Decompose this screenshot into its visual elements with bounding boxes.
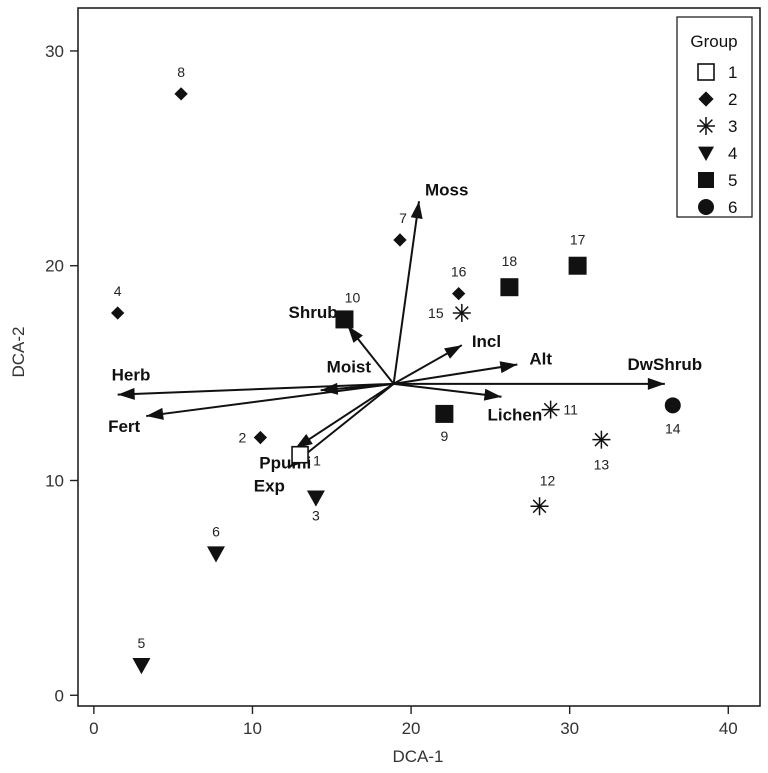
vector-label-exp: Exp xyxy=(254,477,285,496)
point-label-1: 1 xyxy=(313,453,321,469)
point-label-18: 18 xyxy=(502,253,518,269)
point-3 xyxy=(306,490,325,507)
point-label-3: 3 xyxy=(312,508,320,524)
legend-title: Group xyxy=(690,32,737,51)
legend-marker-2 xyxy=(698,91,714,107)
point-label-5: 5 xyxy=(138,635,146,651)
y-axis-title: DCA-2 xyxy=(9,326,28,377)
vector-label-moss: Moss xyxy=(425,180,468,199)
point-5 xyxy=(132,657,151,675)
vector-label-herb: Herb xyxy=(112,366,151,385)
x-tick-label-10: 10 xyxy=(243,719,262,738)
point-18 xyxy=(500,278,519,297)
vector-ppumi xyxy=(294,383,395,450)
vector-label-dwshrub: DwShrub xyxy=(628,355,703,374)
point-16 xyxy=(452,286,466,301)
vector-label-alt: Alt xyxy=(529,350,552,369)
vector-arrowhead-alt xyxy=(499,361,518,374)
x-tick-label-0: 0 xyxy=(89,719,98,738)
point-label-4: 4 xyxy=(114,283,122,299)
point-label-15: 15 xyxy=(428,305,444,321)
legend-label-3: 3 xyxy=(728,117,737,136)
vector-arrowhead-incl xyxy=(444,345,462,359)
legend-label-1: 1 xyxy=(728,63,737,82)
point-17 xyxy=(568,256,587,275)
legend-marker-6 xyxy=(698,199,714,215)
y-tick-label-0: 0 xyxy=(55,686,64,705)
x-tick-label-20: 20 xyxy=(402,719,421,738)
legend-label-6: 6 xyxy=(728,198,737,217)
vector-arrowhead-herb xyxy=(117,387,135,400)
x-tick-label-40: 40 xyxy=(719,719,738,738)
point-12 xyxy=(530,497,549,516)
vector-fert xyxy=(146,382,394,418)
vector-herb xyxy=(117,382,394,396)
point-8 xyxy=(174,87,188,101)
vector-lichen xyxy=(393,382,502,398)
point-13 xyxy=(592,430,611,449)
vector-label-shrub: Shrub xyxy=(289,303,338,322)
vector-arrowhead-dwshrub xyxy=(647,377,665,390)
point-label-6: 6 xyxy=(212,524,220,540)
legend-marker-3 xyxy=(697,117,715,135)
point-7 xyxy=(393,233,407,247)
point-label-10: 10 xyxy=(345,289,361,305)
point-11 xyxy=(541,400,560,419)
vector-label-incl: Incl xyxy=(472,332,501,351)
vector-moss xyxy=(392,201,420,384)
point-15 xyxy=(452,303,471,322)
legend-box xyxy=(676,16,753,218)
point-label-16: 16 xyxy=(451,264,467,280)
y-tick-label-10: 10 xyxy=(45,471,64,490)
vector-arrowhead-lichen xyxy=(483,388,502,401)
point-label-2: 2 xyxy=(238,430,246,446)
point-label-13: 13 xyxy=(594,457,610,473)
plot-area xyxy=(77,7,761,707)
vector-label-moist: Moist xyxy=(327,357,372,376)
legend-marker-1 xyxy=(697,63,715,81)
vector-label-lichen: Lichen xyxy=(487,406,542,425)
point-label-12: 12 xyxy=(540,472,556,488)
legend-label-2: 2 xyxy=(728,90,737,109)
vector-arrowhead-fert xyxy=(146,407,164,420)
point-label-8: 8 xyxy=(177,64,185,80)
legend-label-4: 4 xyxy=(728,144,737,163)
legend-marker-5 xyxy=(698,172,714,188)
vector-alt xyxy=(393,363,518,385)
y-tick-label-20: 20 xyxy=(45,257,64,276)
point-2 xyxy=(253,430,268,445)
point-4 xyxy=(111,306,125,320)
point-label-14: 14 xyxy=(665,420,681,436)
point-1 xyxy=(291,445,309,464)
vector-label-fert: Fert xyxy=(108,417,140,436)
x-tick-label-30: 30 xyxy=(560,719,579,738)
point-9 xyxy=(435,404,454,423)
point-6 xyxy=(206,546,225,563)
environmental-vectors: Moss Shrub Incl Alt DwShrub Lichen Moist Herb Fe… xyxy=(108,180,702,495)
point-label-7: 7 xyxy=(399,210,407,226)
point-10 xyxy=(335,310,354,329)
point-label-11: 11 xyxy=(563,402,578,418)
point-label-9: 9 xyxy=(440,428,448,444)
vector-arrowhead-ppumi xyxy=(295,433,313,449)
legend-marker-4 xyxy=(698,146,714,161)
vector-arrowhead-moss xyxy=(410,201,423,219)
x-axis-title: DCA-1 xyxy=(392,747,443,766)
point-14 xyxy=(664,397,681,414)
y-tick-label-30: 30 xyxy=(45,42,64,61)
point-label-17: 17 xyxy=(570,232,586,248)
legend-label-5: 5 xyxy=(728,171,737,190)
legend: Group 1 2 3 4 5 6 xyxy=(676,16,753,218)
vector-arrowhead-shrub xyxy=(347,325,363,343)
axis-ticks: 0 10 20 30 40 0 10 20 30 xyxy=(45,42,738,738)
